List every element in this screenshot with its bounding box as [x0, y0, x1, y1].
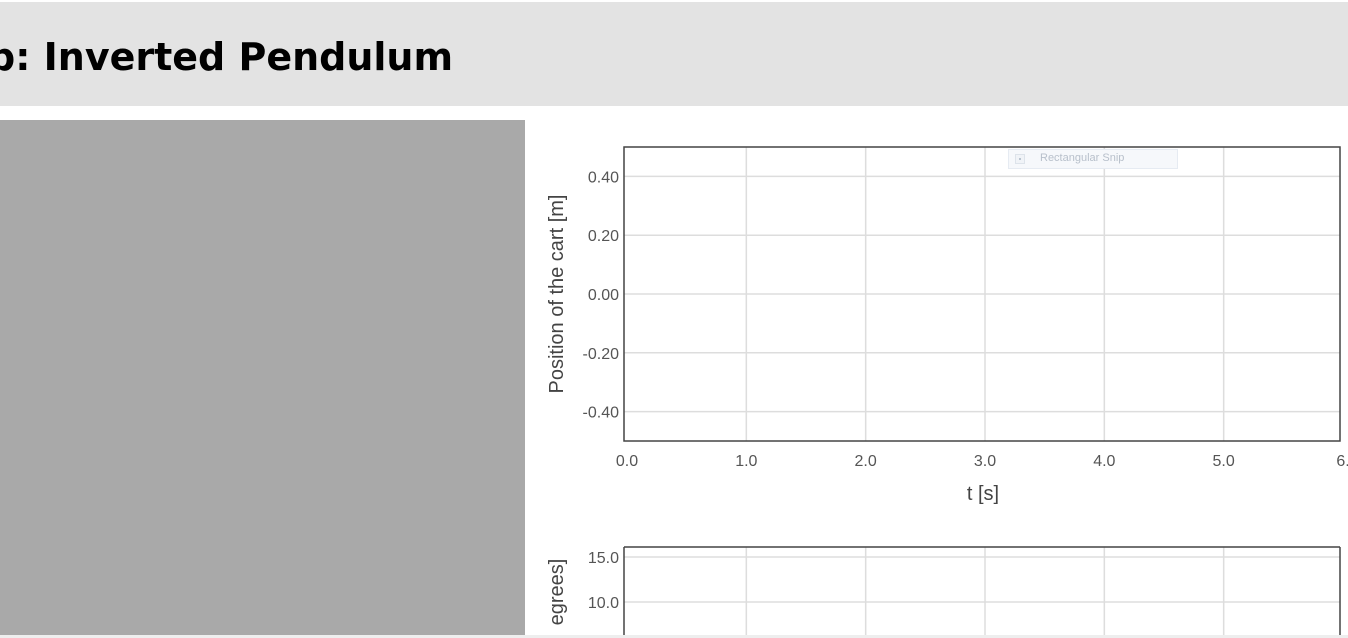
rectangular-snip-overlay[interactable]: Rectangular Snip	[1008, 149, 1178, 169]
snip-label: Rectangular Snip	[1040, 152, 1125, 164]
plot2-gridlines	[624, 547, 1340, 638]
plot1-x-tick-label: 3.0	[974, 453, 996, 470]
plot1-x-tick-label: 6.	[1336, 453, 1348, 470]
plot1-x-tick-label: 5.0	[1213, 453, 1235, 470]
plot1-x-tick-label: 2.0	[855, 453, 877, 470]
cart-position-chart: 0.40 0.20 0.00 -0.20 -0.40 0.0 1.0 2.0 3.0 4.0 5.…	[546, 146, 1348, 505]
plot1-y-tick-labels: 0.40 0.20 0.00 -0.20 -0.40	[583, 169, 620, 421]
plot1-y-tick-label: -0.20	[583, 346, 620, 363]
plot2-y-tick-label: 10.0	[588, 595, 619, 612]
plot2-y-axis-title: egrees]	[546, 559, 568, 626]
page-header: b: Inverted Pendulum	[0, 2, 1348, 106]
snip-icon	[1015, 154, 1025, 164]
page-title: b: Inverted Pendulum	[0, 35, 454, 79]
plot1-y-tick-label: 0.00	[588, 287, 619, 304]
plot1-y-axis-title: Position of the cart [m]	[546, 195, 568, 394]
plot1-gridlines	[624, 147, 1340, 441]
plot1-x-tick-labels: 0.0 1.0 2.0 3.0 4.0 5.0 6.	[616, 453, 1348, 470]
plot2-y-tick-label: 15.0	[588, 550, 619, 567]
plot2-background	[624, 547, 1340, 638]
simulation-canvas[interactable]	[0, 120, 525, 638]
bottom-divider	[0, 635, 1348, 638]
plot1-x-axis-title: t [s]	[967, 483, 999, 505]
plot1-x-tick-label: 4.0	[1093, 453, 1115, 470]
pendulum-angle-chart: 15.0 10.0 egrees]	[546, 546, 1341, 638]
plot1-y-tick-label: 0.20	[588, 228, 619, 245]
plot1-y-tick-label: -0.40	[583, 405, 620, 422]
plot1-x-tick-label: 0.0	[616, 453, 638, 470]
plot1-x-tick-label: 1.0	[735, 453, 757, 470]
plot1-y-tick-label: 0.40	[588, 169, 619, 186]
plot1-frame	[623, 146, 1341, 442]
plot2-y-tick-labels: 15.0 10.0	[588, 550, 619, 612]
